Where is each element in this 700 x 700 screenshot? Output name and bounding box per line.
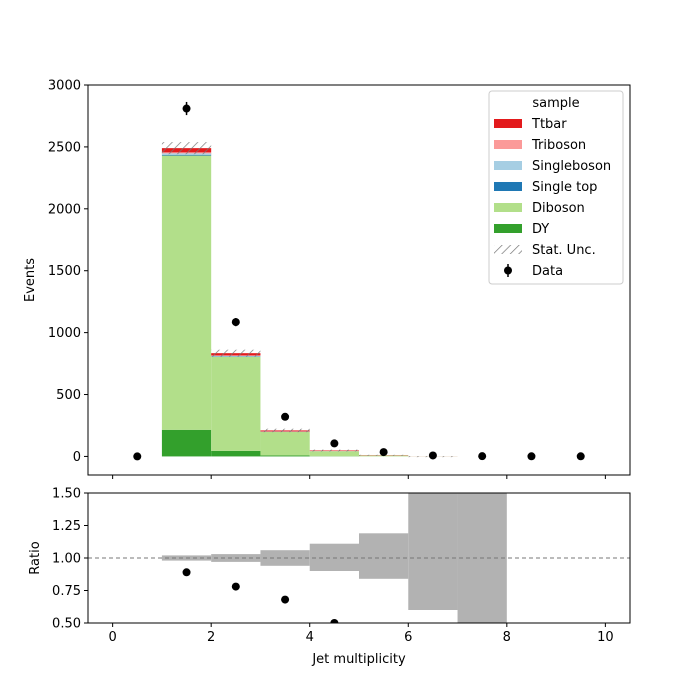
ratio-ytick-label-0: 0.50 xyxy=(52,617,81,632)
legend-label-ttbar: Ttbar xyxy=(531,117,567,132)
ratio-ytick-label-1: 0.75 xyxy=(52,584,81,599)
main-ylabel: Events xyxy=(23,258,38,302)
main-panel: 0 500 1000 1500 2000 2500 3000 Events xyxy=(23,79,631,479)
ratio-unc-band-bin-4 xyxy=(309,543,359,571)
main-frame xyxy=(87,84,631,476)
stat-unc-hatch-bin-2 xyxy=(211,349,261,357)
data-point-bin-6 xyxy=(428,451,437,460)
ratio-point-bin-3 xyxy=(281,595,290,604)
stat-unc-hatch-bin-1 xyxy=(161,142,212,155)
bar-diboson-bin-1 xyxy=(161,155,212,430)
data-point-bin-4 xyxy=(330,439,339,448)
legend-label-dy: DY xyxy=(532,222,549,237)
data-point-bin-3 xyxy=(281,412,290,421)
data-point-bin-0 xyxy=(133,452,142,461)
stat-unc-hatch-bin-4 xyxy=(309,449,359,452)
data-point-bin-9 xyxy=(576,452,585,461)
xtick-label-6: 6 xyxy=(404,630,412,645)
legend-label-triboson: Triboson xyxy=(531,138,586,153)
ratio-point-bin-4 xyxy=(330,619,339,623)
ratio-ytick-label-3: 1.25 xyxy=(52,519,81,534)
legend-swatch-stat-unc xyxy=(494,245,522,254)
main-ytick-label-1000: 1000 xyxy=(48,326,81,341)
main-ytick-label-500: 500 xyxy=(56,388,81,403)
data-point-bin-1 xyxy=(182,104,191,113)
legend: sample Ttbar Triboson Singleboson Single top… xyxy=(488,90,624,285)
xtick-label-4: 4 xyxy=(306,630,314,645)
data-point-bin-7 xyxy=(478,452,487,461)
main-ytick-label-0: 0 xyxy=(73,450,81,465)
ratio-plot-area xyxy=(88,493,630,623)
xtick-label-0: 0 xyxy=(108,630,116,645)
bar-dy-bin-2 xyxy=(211,450,261,457)
xtick-label-8: 8 xyxy=(503,630,511,645)
xtick-label-10: 10 xyxy=(597,630,614,645)
ratio-panel: 0.50 0.75 1.00 1.25 1.50 0 2 4 6 8 10 Ratio Jet mult… xyxy=(28,487,631,667)
legend-title: sample xyxy=(532,96,579,111)
ratio-unc-band-bin-5 xyxy=(359,533,409,579)
bar-diboson-bin-4 xyxy=(309,451,359,457)
legend-marker-data xyxy=(504,266,512,275)
legend-swatch-triboson xyxy=(494,140,522,149)
bar-dy-bin-1 xyxy=(161,429,212,457)
ratio-point-bin-2 xyxy=(231,582,240,591)
bar-dy-bin-3 xyxy=(260,455,310,457)
xlabel: Jet multiplicity xyxy=(311,652,406,667)
xtick-label-2: 2 xyxy=(207,630,215,645)
data-point-bin-5 xyxy=(379,448,388,457)
ratio-unc-band-bin-6 xyxy=(408,493,458,610)
bar-diboson-bin-3 xyxy=(260,431,310,456)
legend-swatch-diboson xyxy=(494,203,522,212)
main-plot-area xyxy=(161,142,458,458)
bar-single-top-bin-1 xyxy=(161,154,212,156)
legend-swatch-dy xyxy=(494,224,522,233)
data-point-bin-2 xyxy=(231,318,240,327)
main-ytick-label-2000: 2000 xyxy=(48,202,81,217)
legend-swatch-ttbar xyxy=(494,119,522,128)
legend-label-single-top: Single top xyxy=(532,180,597,195)
main-ytick-label-1500: 1500 xyxy=(48,264,81,279)
legend-swatch-single-top xyxy=(494,182,522,191)
ratio-ytick-label-2: 1.00 xyxy=(52,552,81,567)
ratio-ylabel: Ratio xyxy=(28,541,43,574)
stat-unc-hatch-bin-3 xyxy=(260,428,310,433)
legend-label-stat-unc: Stat. Unc. xyxy=(532,243,596,258)
main-ytick-label-2500: 2500 xyxy=(48,140,81,155)
ratio-point-bin-1 xyxy=(182,568,191,577)
ratio-ytick-label-4: 1.50 xyxy=(52,487,81,502)
legend-label-diboson: Diboson xyxy=(532,201,585,216)
main-ytick-label-3000: 3000 xyxy=(48,79,81,94)
legend-swatch-singleboson xyxy=(494,161,522,170)
legend-label-data: Data xyxy=(532,264,563,279)
data-point-bin-8 xyxy=(527,452,536,461)
bar-diboson-bin-2 xyxy=(211,356,261,451)
legend-label-singleboson: Singleboson xyxy=(532,159,611,174)
legend-box xyxy=(488,90,624,285)
